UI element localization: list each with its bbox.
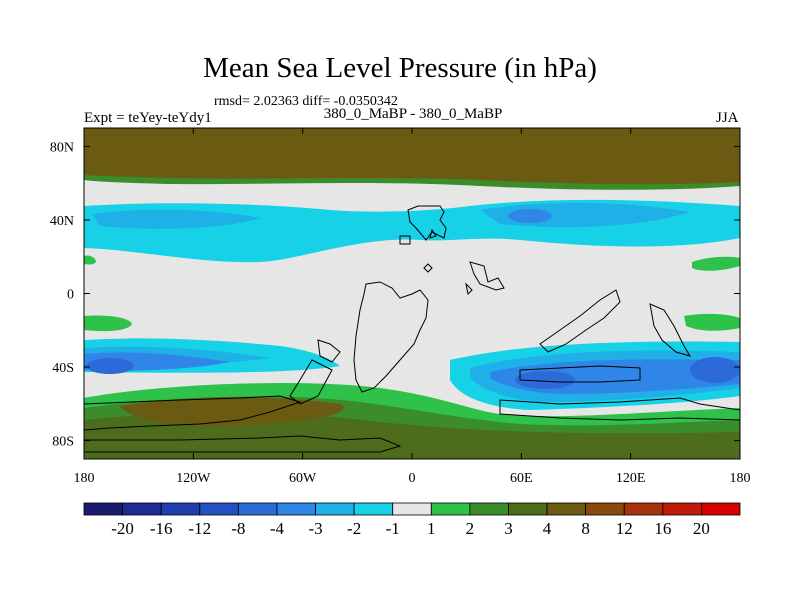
south-indian-core-west (515, 371, 575, 389)
colorbar-swatch (546, 502, 587, 516)
season-label: JJA (716, 110, 739, 126)
y-tick-label: 80S (52, 435, 74, 450)
colorbar-label: 20 (693, 519, 710, 538)
colorbar-swatch (585, 502, 625, 516)
colorbar-swatch (430, 502, 471, 516)
colorbar-swatch (315, 502, 355, 516)
coast-mediterranean (399, 235, 411, 245)
edge-green-patch (84, 255, 96, 265)
coast-island-2 (465, 282, 473, 296)
colorbar-swatch (160, 502, 201, 516)
colorbar-label: 3 (504, 519, 513, 538)
coast-africa (353, 281, 429, 393)
colorbar-swatch (122, 502, 162, 516)
colorbar-label: 16 (654, 519, 671, 538)
south-indian-core-east (690, 357, 740, 383)
coast-antarctica-shelf (84, 435, 402, 453)
rmsd-diff-stats: rmsd= 2.02363 diff= -0.0350342 (214, 94, 398, 109)
axis-ticks: 180 120W 60W 0 60E 120E 180 80N 40N 0 40S 80S (50, 128, 751, 486)
coast-south-america-south (289, 359, 333, 405)
colorbar-label: -1 (386, 519, 400, 538)
colorbar-swatch (83, 502, 123, 516)
colorbar-label: -12 (188, 519, 211, 538)
colorbar-swatch (392, 502, 432, 516)
colorbar-label: 12 (616, 519, 633, 538)
tropical-green-east (684, 313, 740, 331)
north-pacific-low (92, 209, 260, 229)
tropical-green-west (84, 315, 132, 332)
colorbar-label: -8 (231, 519, 245, 538)
colorbar: -20 -16 -12 -8 -4 -3 -2 -1 1 2 3 4 8 12 16 20 (83, 502, 741, 538)
coast-south-america-north (317, 339, 341, 363)
coast-southeast-asia (649, 303, 692, 357)
arctic-high-region (84, 128, 740, 185)
y-tick-label: 80N (50, 140, 74, 155)
x-tick-label: 60W (289, 471, 317, 486)
colorbar-swatch (508, 502, 548, 516)
x-tick-label: 120W (176, 471, 211, 486)
coast-australia (519, 365, 641, 383)
north-pacific-green (692, 256, 740, 271)
x-tick-label: 60E (510, 471, 533, 486)
south-pacific-core (86, 358, 134, 374)
x-tick-label: 180 (74, 471, 95, 486)
colorbar-swatch (276, 502, 316, 516)
northern-neutral-strip (84, 186, 740, 199)
colorbar-label: -16 (150, 519, 173, 538)
coast-island-1 (423, 263, 433, 273)
colorbar-swatch (237, 502, 278, 516)
y-tick-label: 40S (52, 361, 74, 376)
colorbar-swatch (662, 502, 702, 516)
coast-arabia (469, 261, 505, 291)
coast-europe (407, 205, 447, 241)
y-tick-label: 0 (67, 288, 74, 303)
colorbar-swatch (701, 502, 741, 516)
x-tick-label: 0 (409, 471, 416, 486)
coast-india (539, 289, 621, 353)
colorbar-swatch (623, 502, 664, 516)
x-tick-label: 120E (616, 471, 646, 486)
experiment-label: Expt = teYey-teYdy1 (84, 110, 212, 126)
comparison-label: 380_0_MaBP - 380_0_MaBP (323, 106, 503, 122)
colorbar-label: 4 (543, 519, 552, 538)
colorbar-label: 2 (466, 519, 475, 538)
plot-title: Mean Sea Level Pressure (in hPa) (203, 52, 597, 84)
north-asia-low-core (508, 209, 552, 223)
colorbar-label: -3 (308, 519, 322, 538)
coast-island-3 (429, 228, 437, 239)
colorbar-label: -4 (270, 519, 285, 538)
colorbar-label: 8 (581, 519, 590, 538)
colorbar-label: -20 (111, 519, 134, 538)
antarctic-high-core (120, 397, 344, 426)
colorbar-swatch (199, 502, 239, 516)
coastlines (84, 205, 740, 453)
y-tick-label: 40N (50, 214, 74, 229)
coast-antarctica-east (499, 397, 740, 421)
colorbar-swatch (353, 502, 394, 516)
colorbar-label: -2 (347, 519, 361, 538)
coast-antarctica-west (84, 395, 302, 431)
colorbar-swatch (469, 502, 509, 516)
colorbar-label: 1 (427, 519, 436, 538)
x-tick-label: 180 (730, 471, 751, 486)
